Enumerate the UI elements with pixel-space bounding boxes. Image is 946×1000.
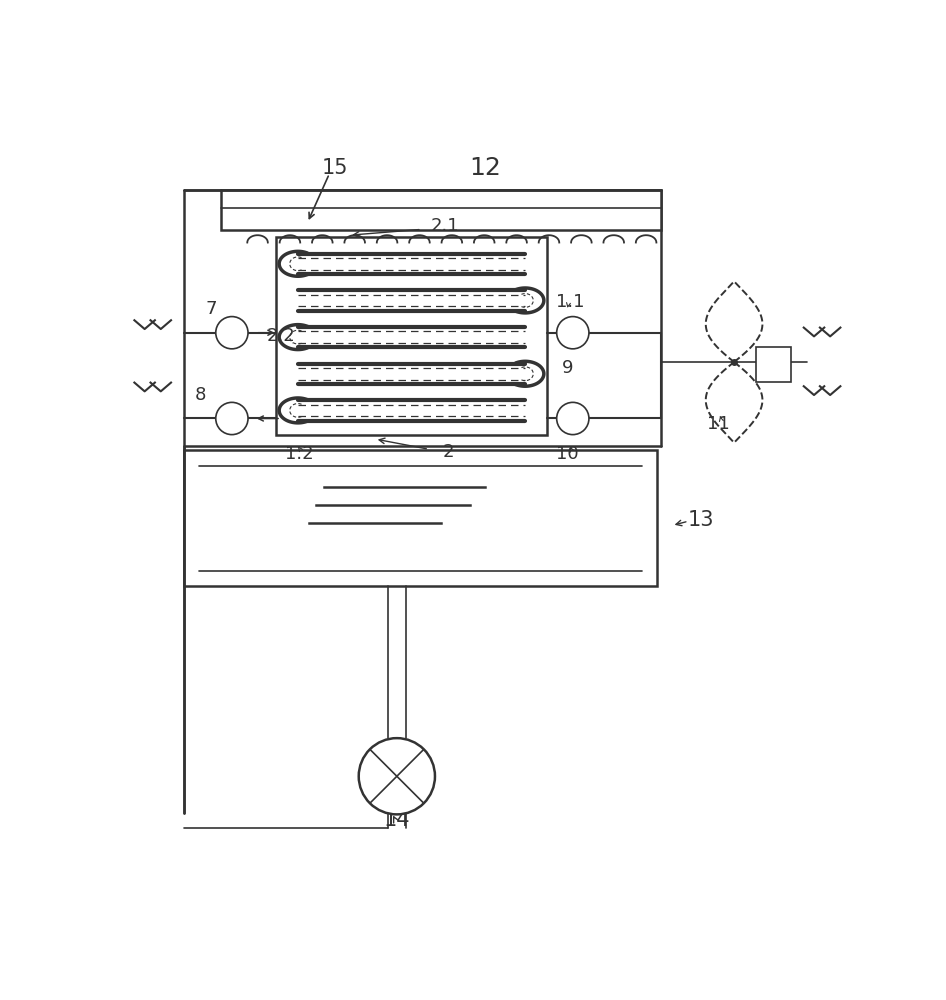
Text: 1.2: 1.2 — [285, 445, 314, 463]
Bar — [276, 237, 547, 435]
Circle shape — [216, 402, 248, 435]
Circle shape — [556, 317, 589, 349]
Text: 15: 15 — [322, 158, 348, 178]
Text: 13: 13 — [688, 510, 714, 530]
Text: 10: 10 — [556, 445, 579, 463]
Text: 2.2: 2.2 — [267, 327, 295, 345]
Text: 2: 2 — [443, 443, 454, 461]
Text: 7: 7 — [205, 300, 218, 318]
Text: 12: 12 — [469, 156, 500, 180]
Text: 11: 11 — [707, 415, 729, 433]
Text: 1.1: 1.1 — [556, 293, 585, 311]
Text: 14: 14 — [383, 810, 411, 830]
Bar — [220, 190, 660, 230]
Bar — [756, 347, 791, 382]
Bar — [184, 450, 657, 586]
Circle shape — [556, 402, 589, 435]
Text: 8: 8 — [195, 386, 206, 404]
Circle shape — [359, 738, 435, 814]
Text: 9: 9 — [562, 359, 573, 377]
Circle shape — [216, 317, 248, 349]
Text: 2.1: 2.1 — [430, 217, 459, 235]
